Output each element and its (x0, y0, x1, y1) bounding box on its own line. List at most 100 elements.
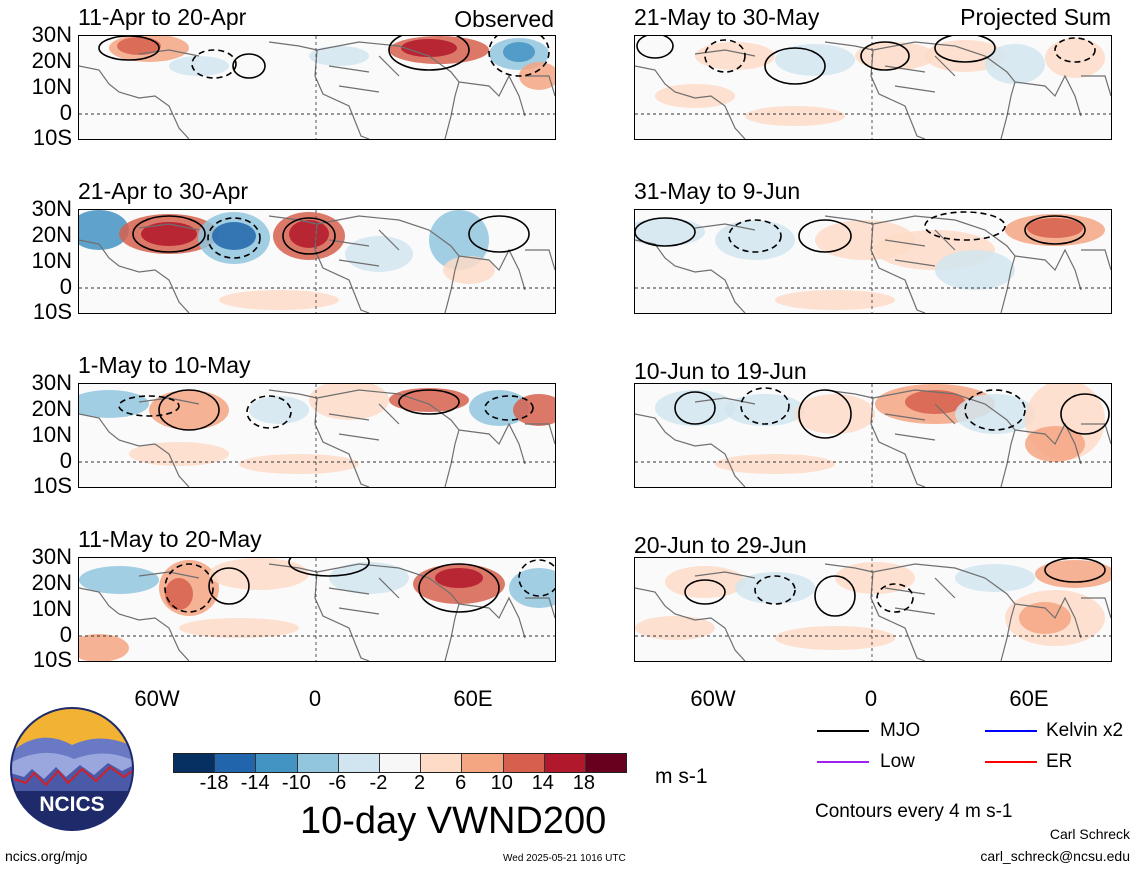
colorbar-tick: -14 (240, 772, 270, 794)
lat-label: 30N (31, 544, 72, 569)
anomaly-shading (345, 236, 413, 272)
panel-title-obs-2: 21-Apr to 30-Apr (78, 178, 249, 204)
colorbar-tick: -6 (328, 772, 347, 794)
lat-label: 0 (59, 100, 72, 125)
anomaly-shading (795, 394, 875, 434)
anomaly-shading (329, 562, 409, 594)
colorbar-tick: -2 (369, 772, 388, 794)
lon-label-0-right: 0 (864, 686, 878, 711)
ncics-logo: NCICS (10, 707, 134, 831)
anomaly-shading (117, 37, 161, 55)
panel-title-obs-3: 1-May to 10-May (78, 352, 251, 378)
map-svg (79, 210, 555, 313)
legend-label-er: ER (1046, 751, 1073, 772)
legend-label-kelvin: Kelvin x2 (1046, 720, 1124, 741)
lat-label: 30N (31, 370, 72, 395)
anomaly-shading (935, 250, 1015, 290)
map-obs-1 (78, 35, 556, 140)
anomaly-shading (955, 394, 1035, 434)
anomaly-shading (79, 566, 159, 594)
anomaly-shading (219, 290, 339, 310)
mjo-contour (674, 391, 716, 425)
anomaly-shading (79, 210, 129, 250)
map-svg (79, 558, 555, 661)
lat-label: 10S (32, 125, 72, 150)
anomaly-shading (469, 390, 529, 426)
anomaly-shading (1019, 602, 1071, 634)
panel-title-proj-1: 21-May to 30-May (634, 4, 820, 30)
panel-title-proj-3: 10-Jun to 19-Jun (634, 358, 807, 384)
map-proj-2 (634, 209, 1112, 314)
anomaly-shading (695, 42, 775, 70)
mjo-contour (798, 219, 852, 253)
anomaly-shading (169, 56, 229, 76)
panel-title-obs-1: 11-Apr to 20-Apr (78, 4, 247, 30)
anomaly-shading (635, 616, 715, 640)
anomaly-shading (149, 390, 229, 430)
map-svg (635, 558, 1111, 661)
coastline (635, 41, 1111, 139)
map-obs-3 (78, 383, 556, 488)
colorbar-swatch (297, 754, 339, 772)
anomaly-shading (715, 220, 795, 260)
mjo-contour (132, 215, 206, 253)
lon-label-0-left: 0 (308, 686, 322, 711)
colorbar-tick: 10 (490, 772, 513, 794)
colorbar (173, 753, 627, 773)
map-proj-1 (634, 35, 1112, 140)
map-proj-3 (634, 383, 1112, 488)
anomaly-shading (435, 568, 483, 588)
mjo-contour (860, 41, 910, 71)
mjo-contour (282, 217, 336, 255)
colorbar-tick: 14 (531, 772, 554, 794)
anomaly-shading (715, 454, 835, 474)
colorbar-swatch (215, 754, 257, 772)
mjo-contour (484, 395, 534, 421)
mjo-contour (488, 36, 550, 77)
mjo-contour (798, 389, 852, 439)
projected-sum-label: Projected Sum (960, 4, 1111, 30)
panel-title-proj-2: 31-May to 9-Jun (634, 178, 801, 204)
anomaly-shading (503, 42, 535, 62)
colorbar-swatch (256, 754, 298, 772)
footer-author: Carl Schreck (1049, 826, 1130, 842)
legend-line-kelvin (985, 730, 1037, 732)
legend-label-mjo: MJO (880, 720, 921, 741)
mjo-contour (740, 387, 790, 425)
anomaly-shading (509, 568, 555, 608)
lat-label: 20N (31, 570, 72, 595)
colorbar-tick: 6 (455, 772, 467, 794)
mjo-contour (1060, 393, 1110, 435)
lat-label: 30N (31, 196, 72, 221)
coastline (635, 563, 1111, 661)
mjo-contour (207, 217, 261, 259)
lat-label: 10N (31, 596, 72, 621)
lat-label: 20N (31, 396, 72, 421)
legend-label-low: Low (880, 751, 915, 772)
map-svg (79, 384, 555, 487)
colorbar-tick: 18 (572, 772, 596, 794)
lon-label-60w-left: 60W (134, 686, 180, 711)
mjo-contour (398, 389, 460, 415)
anomaly-shading (289, 220, 329, 248)
lat-label: 0 (59, 622, 72, 647)
lat-label: 30N (31, 22, 72, 47)
map-proj-4 (634, 557, 1112, 662)
mjo-contour (118, 395, 180, 417)
coastline (79, 215, 555, 313)
anomaly-shading (905, 390, 965, 414)
colorbar-swatch (544, 754, 586, 772)
colorbar-tick: 2 (413, 772, 426, 794)
map-svg (635, 210, 1111, 313)
anomaly-shading (775, 44, 855, 76)
mjo-contour (388, 36, 470, 71)
colorbar-swatch (421, 754, 463, 772)
anomaly-shading (165, 578, 193, 610)
colorbar-tick: -10 (281, 772, 311, 794)
anomaly-shading (1027, 218, 1083, 238)
lat-label: 10N (31, 248, 72, 273)
anomaly-shading (401, 39, 457, 57)
mjo-contour (704, 39, 746, 73)
coastline (79, 41, 555, 139)
mjo-contour (964, 389, 1026, 431)
